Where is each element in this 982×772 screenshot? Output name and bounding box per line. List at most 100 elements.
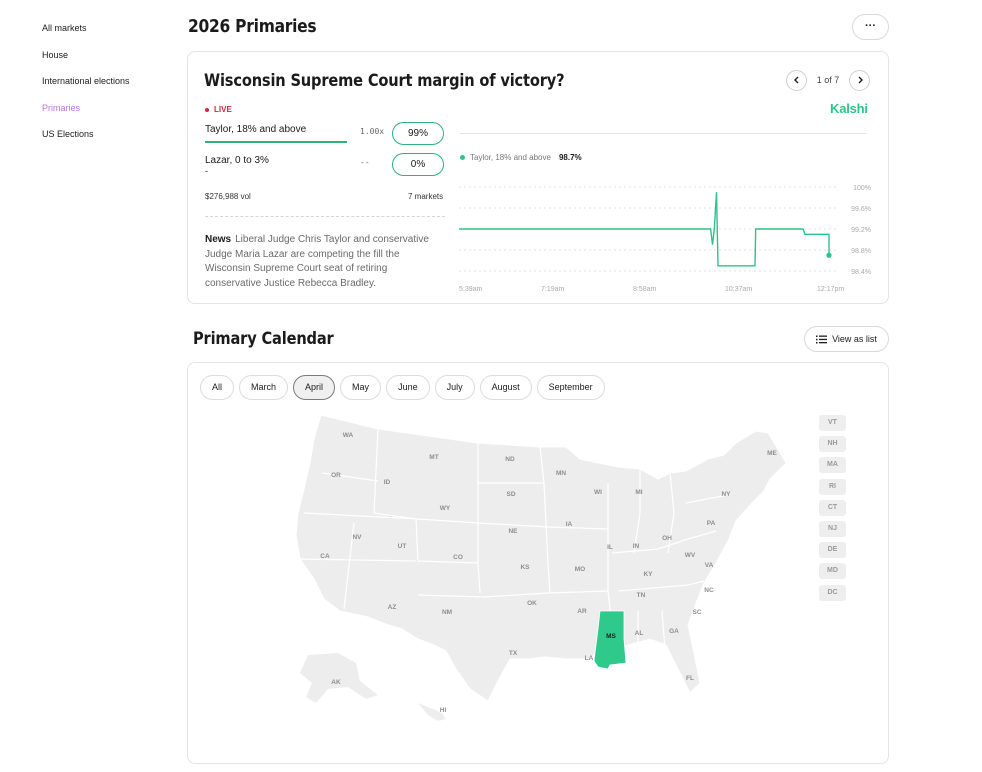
legend-dot-icon bbox=[460, 155, 465, 160]
outcome-sub: - bbox=[205, 166, 208, 176]
view-as-list-button[interactable]: View as list bbox=[804, 326, 889, 352]
state-label-ak: AK bbox=[331, 679, 341, 686]
state-label-ga: GA bbox=[669, 628, 679, 635]
calendar-title: Primary Calendar bbox=[193, 329, 334, 349]
state-label-in: IN bbox=[633, 543, 640, 550]
view-as-list-label: View as list bbox=[832, 334, 877, 344]
sidebar-item-primaries[interactable]: Primaries bbox=[42, 102, 172, 129]
us-map[interactable]: WA MT ND MN ME OR ID SD WI MI NY WY NE IA PA NV UT CO IL IN… bbox=[188, 363, 890, 765]
market-pager: 1 of 7 bbox=[786, 69, 870, 91]
state-label-ne: NE bbox=[508, 528, 518, 535]
calendar-card: All March April May June July August Sep… bbox=[187, 362, 889, 764]
chart-x-tick-label: 12:17pm bbox=[817, 286, 844, 293]
state-label-mn: MN bbox=[556, 470, 566, 477]
more-options-button[interactable]: ··· bbox=[852, 14, 889, 40]
markets-count: 7 markets bbox=[408, 192, 444, 201]
state-label-wa: WA bbox=[343, 432, 354, 439]
outcome-multiplier: -- bbox=[360, 158, 370, 167]
alaska-shape bbox=[300, 653, 378, 703]
tab-all[interactable]: All bbox=[200, 375, 235, 400]
outcome-row[interactable]: Lazar, 0 to 3% - -- 0% bbox=[205, 153, 445, 179]
chart-divider bbox=[460, 133, 867, 134]
news-label: News bbox=[205, 234, 232, 245]
state-label-oh: OH bbox=[662, 535, 672, 542]
state-chip-nh[interactable]: NH bbox=[819, 436, 846, 453]
state-label-me: ME bbox=[767, 450, 777, 457]
chevron-right-icon bbox=[858, 76, 863, 84]
pager-text: 1 of 7 bbox=[816, 75, 840, 85]
market-title[interactable]: Wisconsin Supreme Court margin of victor… bbox=[204, 71, 565, 91]
tab-june[interactable]: June bbox=[386, 375, 430, 400]
price-chart[interactable]: 100% 99.6% 99.2% 98.8% 98.4% 5:39am 7:19am 8:58… bbox=[453, 177, 883, 297]
market-volume: $276,988 vol bbox=[205, 192, 251, 201]
chart-series-line bbox=[459, 192, 830, 267]
state-label-al: AL bbox=[635, 630, 644, 637]
tab-july[interactable]: July bbox=[434, 375, 475, 400]
sidebar-item-us-elections[interactable]: US Elections bbox=[42, 129, 94, 140]
state-label-ks: KS bbox=[520, 564, 530, 571]
more-icon: ··· bbox=[865, 20, 876, 32]
prev-market-button[interactable] bbox=[786, 69, 807, 91]
outcome-percent-button[interactable]: 0% bbox=[392, 153, 444, 176]
state-chip-vt[interactable]: VT bbox=[819, 415, 846, 431]
state-chip-de[interactable]: DE bbox=[819, 542, 846, 559]
chart-y-tick-label: 98.8% bbox=[851, 248, 871, 255]
chart-y-tick-label: 100% bbox=[853, 185, 871, 192]
state-borders bbox=[297, 428, 729, 664]
page-title: 2026 Primaries bbox=[188, 16, 317, 37]
next-market-button[interactable] bbox=[849, 69, 870, 91]
sidebar-item-international-elections[interactable]: International elections bbox=[42, 76, 130, 87]
state-label-or: OR bbox=[331, 472, 341, 479]
state-label-co: CO bbox=[453, 554, 463, 561]
market-card[interactable]: Wisconsin Supreme Court margin of victor… bbox=[187, 51, 889, 304]
state-label-az: AZ bbox=[388, 604, 397, 611]
outcome-percent-button[interactable]: 99% bbox=[392, 122, 444, 145]
tab-august[interactable]: August bbox=[479, 375, 532, 400]
news-text: Liberal Judge Chris Taylor and conservat… bbox=[205, 234, 429, 289]
state-chip-ri[interactable]: RI bbox=[819, 478, 846, 495]
kalshi-logo[interactable]: Kalshi bbox=[830, 101, 868, 116]
sidebar-item-house[interactable]: House bbox=[42, 49, 69, 60]
chart-x-tick-label: 10:37am bbox=[725, 286, 752, 293]
state-label-wy: WY bbox=[440, 505, 451, 512]
state-label-pa: PA bbox=[707, 520, 716, 527]
chart-y-tick-label: 99.6% bbox=[851, 206, 871, 213]
outcome-name: Lazar, 0 to 3% bbox=[205, 155, 269, 166]
state-chip-ma[interactable]: MA bbox=[819, 457, 846, 474]
state-label-va: VA bbox=[705, 562, 714, 569]
state-label-ut: UT bbox=[398, 543, 407, 550]
tab-september[interactable]: September bbox=[536, 375, 605, 400]
state-label-wi: WI bbox=[594, 489, 602, 496]
hawaii-shape bbox=[418, 703, 446, 721]
state-chip-dc[interactable]: DC bbox=[819, 584, 846, 601]
legend-series-value: 98.7% bbox=[558, 153, 582, 162]
state-label-tn: TN bbox=[637, 592, 646, 599]
state-label-ny: NY bbox=[721, 491, 731, 498]
chart-x-tick-label: 7:19am bbox=[541, 286, 565, 293]
state-ms-highlighted[interactable] bbox=[593, 610, 627, 670]
state-label-ky: KY bbox=[643, 571, 653, 578]
live-badge: LIVE bbox=[205, 105, 232, 114]
state-chip-nj[interactable]: NJ bbox=[819, 520, 846, 537]
sidebar: All markets House International election… bbox=[42, 22, 172, 155]
state-label-hi: HI bbox=[440, 707, 447, 714]
state-label-mi: MI bbox=[635, 489, 642, 496]
state-label-il: IL bbox=[607, 544, 613, 551]
state-label-nc: NC bbox=[704, 587, 714, 594]
sidebar-item-all-markets[interactable]: All markets bbox=[42, 23, 87, 33]
state-chip-md[interactable]: MD bbox=[819, 563, 846, 580]
live-label: LIVE bbox=[214, 105, 232, 114]
tab-may[interactable]: May bbox=[340, 375, 382, 400]
month-tabs: All March April May June July August Sep… bbox=[200, 375, 605, 400]
state-label-ms: MS bbox=[606, 633, 616, 640]
chart-legend: Taylor, 18% and above 98.7% bbox=[460, 153, 582, 162]
chart-y-tick-label: 99.2% bbox=[851, 227, 871, 234]
outcome-row[interactable]: Taylor, 18% and above 1.00x 99% bbox=[205, 122, 445, 148]
tab-march[interactable]: March bbox=[239, 375, 289, 400]
state-chip-ct[interactable]: CT bbox=[819, 499, 846, 516]
small-states-list: VT NH MA RI CT NJ DE MD DC bbox=[819, 415, 846, 601]
tab-april[interactable]: April bbox=[293, 375, 336, 400]
state-label-sd: SD bbox=[506, 491, 515, 498]
state-label-ar: AR bbox=[577, 608, 587, 615]
state-label-ca: CA bbox=[320, 553, 330, 560]
